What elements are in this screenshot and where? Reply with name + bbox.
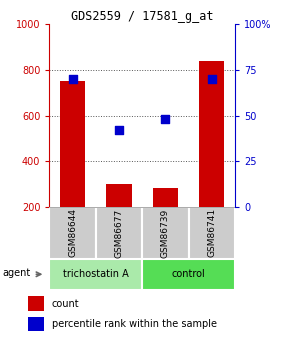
Text: GSM86741: GSM86741 [207,208,216,257]
Point [70,76,75,82]
Title: GDS2559 / 17581_g_at: GDS2559 / 17581_g_at [71,10,213,23]
Text: GSM86644: GSM86644 [68,208,77,257]
Bar [60,81,85,207]
Bar [199,61,224,207]
Bar [153,188,178,207]
Text: control: control [172,269,205,279]
Bar [49,259,142,290]
Bar [28,296,44,310]
Bar [106,184,132,207]
Bar [96,207,142,259]
Bar [28,317,44,331]
Point [209,76,214,82]
Text: GSM86739: GSM86739 [161,208,170,257]
Point [117,127,121,133]
Bar [142,207,188,259]
Text: trichostatin A: trichostatin A [63,269,128,279]
Point [163,117,168,122]
Bar [49,207,96,259]
Text: agent: agent [2,268,31,278]
Bar [142,259,235,290]
Bar [188,207,235,259]
Text: count: count [52,299,79,308]
Text: GSM86677: GSM86677 [114,208,124,257]
Text: percentile rank within the sample: percentile rank within the sample [52,319,217,329]
